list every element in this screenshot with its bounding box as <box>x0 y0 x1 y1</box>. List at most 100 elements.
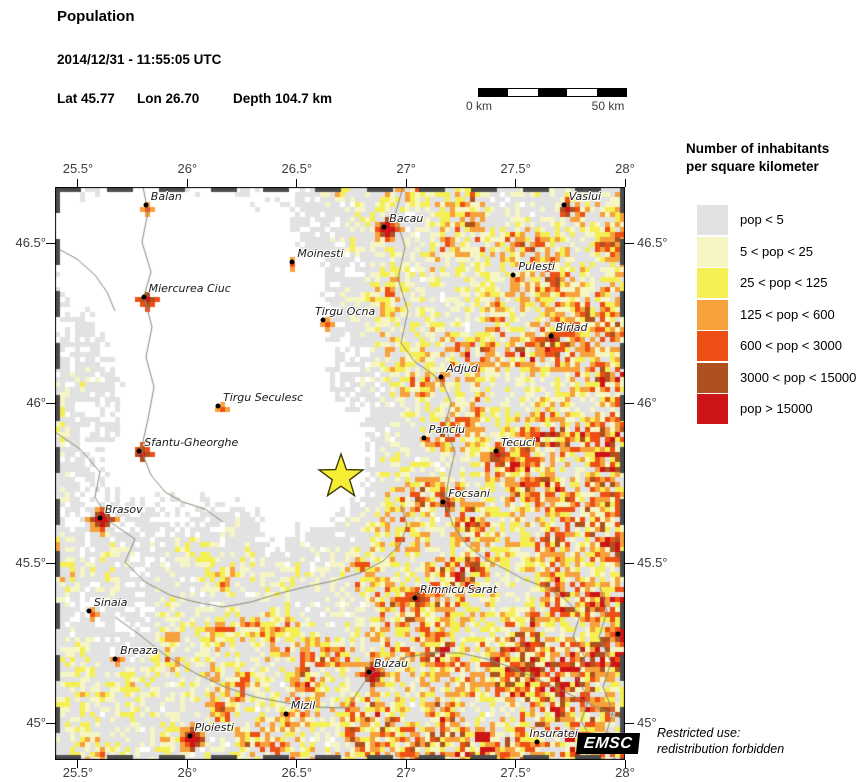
legend-item-label: 125 < pop < 600 <box>740 306 835 322</box>
map-scale-bar <box>478 88 627 97</box>
city-label: Pulesti <box>518 260 555 274</box>
axis-tick <box>625 722 634 724</box>
city-dot <box>283 711 289 717</box>
city-label: Tirgu Seculesc <box>223 391 304 405</box>
restricted-use-line1: Restricted use: <box>657 726 741 740</box>
city-dot <box>421 435 427 441</box>
axis-tick <box>625 562 634 564</box>
epicenter-star-shape <box>316 451 365 498</box>
lon-tick-label-bottom: 27.5° <box>500 765 531 780</box>
emsc-logo: EMSC <box>575 733 641 754</box>
city-label: Focsani <box>448 487 490 501</box>
legend-swatch <box>697 236 728 267</box>
lon-tick-label-bottom: 28° <box>615 765 635 780</box>
lon-tick-label-bottom: 27° <box>396 765 417 780</box>
scale-start-label: 0 km <box>465 99 493 113</box>
lat-tick-label-right: 46° <box>637 395 657 411</box>
city-dot <box>412 595 418 601</box>
city-dot-unlabeled <box>615 631 621 637</box>
city-dot <box>381 224 387 230</box>
map-overlay: Balan Bacau Vaslui Moinesti Pulesti Miercurea… <box>55 187 625 760</box>
city-label: Mizil <box>290 698 316 712</box>
axis-tick <box>46 562 55 564</box>
city-dot <box>548 333 554 339</box>
city-dot <box>440 499 446 505</box>
legend-swatch <box>697 299 728 330</box>
lat-tick-label-right: 45° <box>637 715 657 731</box>
city-dot <box>86 608 92 614</box>
city-label: Panciu <box>428 423 466 437</box>
axis-tick <box>624 760 626 768</box>
axis-tick <box>186 760 188 768</box>
lat-tick-label-left: 45° <box>26 715 46 731</box>
lat-tick-label-left: 45.5° <box>15 555 46 571</box>
city-label: Miercurea Ciuc <box>148 282 231 296</box>
legend-swatch <box>697 394 728 424</box>
lon-tick-label-top: 26° <box>177 161 198 176</box>
event-depth: Depth 104.7 km <box>233 91 333 106</box>
event-datetime: 2014/12/31 - 11:55:05 UTC <box>57 52 222 67</box>
city-dot <box>289 259 295 265</box>
axis-tick <box>515 179 517 187</box>
city-label: Tirgu Ocna <box>315 304 376 318</box>
restricted-use-line2: redistribution forbidden <box>657 742 785 756</box>
legend-swatch <box>697 205 728 235</box>
axis-tick <box>77 179 79 187</box>
scale-bar-segment <box>508 89 538 96</box>
city-label: Sinaia <box>93 596 128 610</box>
city-dot <box>366 669 372 675</box>
city-label: Balan <box>150 189 182 203</box>
city-label: Rimnicu Sarat <box>419 583 498 597</box>
city-label: Birlad <box>555 320 588 334</box>
lat-tick-label-right: 46.5° <box>637 235 668 251</box>
lon-tick-label-bottom: 25.5° <box>62 765 94 780</box>
legend-item-label: 5 < pop < 25 <box>740 243 814 259</box>
axis-tick <box>46 242 55 244</box>
city-dot <box>438 374 444 380</box>
scale-bar-segment <box>479 89 509 96</box>
city-label: Tecuci <box>500 436 536 450</box>
lon-tick-label-bottom: 26° <box>177 765 198 780</box>
axis-tick <box>296 760 298 768</box>
lon-tick-label-top: 26.5° <box>281 161 313 176</box>
scale-bar-segment <box>537 89 568 96</box>
lat-tick-label-left: 46.5° <box>15 235 46 251</box>
lon-tick-label-top: 25.5° <box>62 161 94 176</box>
axis-tick <box>625 242 634 244</box>
legend-item-label: 3000 < pop < 15000 <box>740 369 857 385</box>
city-dot <box>136 448 142 454</box>
city-dot <box>112 656 118 662</box>
legend-title-line2: per square kilometer <box>686 159 819 174</box>
axis-tick <box>405 760 407 768</box>
city-label: Breaza <box>120 644 159 658</box>
scale-bar-segment <box>596 89 627 96</box>
city-dot <box>97 515 103 521</box>
city-dot <box>143 202 149 208</box>
city-label: Bacau <box>389 212 424 225</box>
page-title: Population <box>57 8 135 25</box>
axis-tick <box>296 179 298 187</box>
scale-end-label: 50 km <box>591 99 625 113</box>
lat-tick-label-right: 45.5° <box>637 555 668 571</box>
event-longitude: Lon 26.70 <box>137 91 200 106</box>
legend-swatch <box>697 268 728 298</box>
legend-item-label: pop < 5 <box>740 212 784 227</box>
city-label: Brasov <box>104 503 143 517</box>
epicenter-star-icon <box>316 451 365 498</box>
legend-title-line1: Number of inhabitants <box>686 141 830 156</box>
city-label: Ploiesti <box>194 720 234 734</box>
city-label: Adjud <box>446 362 478 376</box>
city-dot <box>141 294 147 300</box>
city-dot <box>215 403 221 409</box>
city-dot <box>320 317 326 323</box>
city-label: Moinesti <box>297 247 344 261</box>
lon-tick-label-top: 28° <box>615 161 635 176</box>
legend-swatch <box>697 362 728 393</box>
lon-tick-label-top: 27.5° <box>500 161 531 176</box>
axis-tick <box>624 179 626 187</box>
city-dot <box>187 733 193 739</box>
scale-bar-segment <box>567 89 597 96</box>
city-label: Sfantu-Gheorghe <box>144 436 239 450</box>
city-dot <box>561 202 567 208</box>
